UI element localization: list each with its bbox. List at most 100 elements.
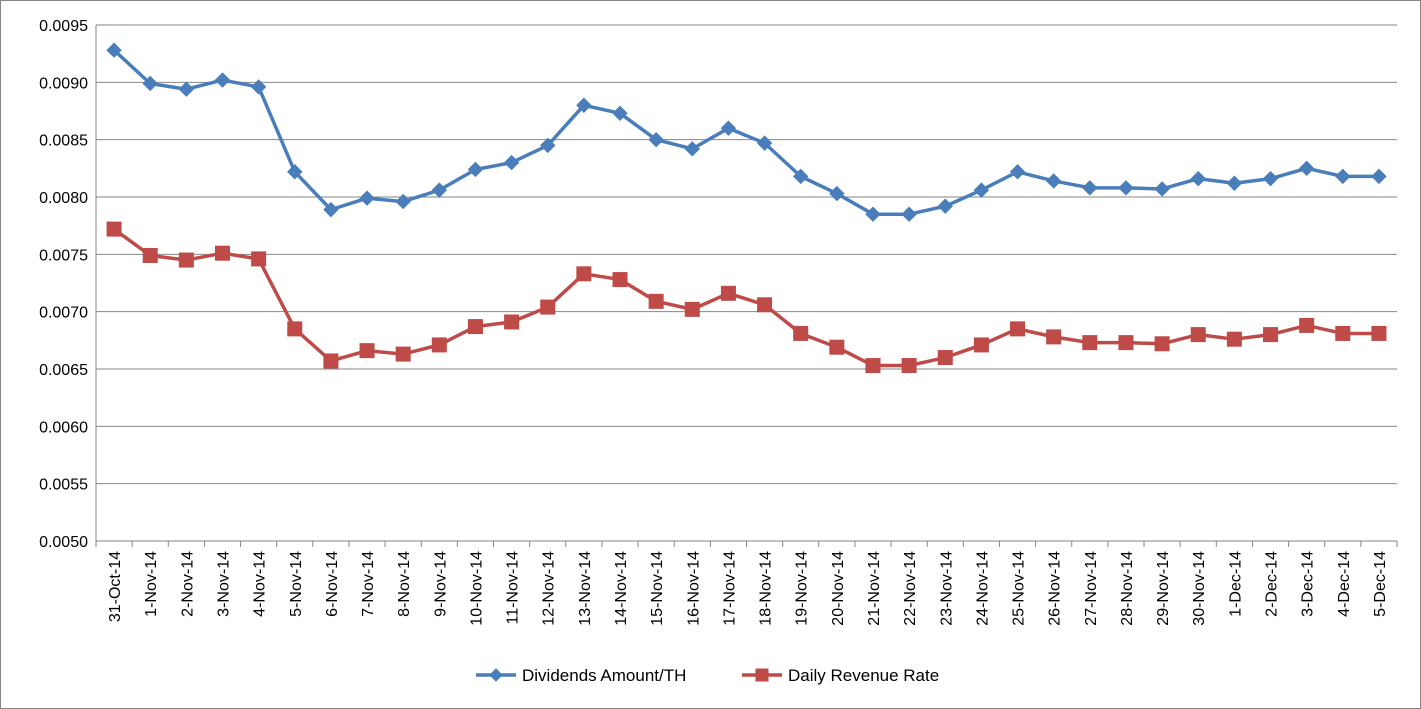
data-point: [865, 358, 881, 374]
series-0: [106, 42, 1387, 222]
data-point: [142, 75, 158, 92]
data-point: [612, 105, 628, 122]
data-point: [1371, 325, 1387, 341]
data-point: [1009, 164, 1026, 180]
data-point: [937, 350, 953, 366]
data-point: [756, 135, 773, 151]
data-point: [1118, 335, 1134, 351]
y-tick-label: 0.0090: [39, 75, 88, 92]
data-point: [178, 252, 194, 268]
data-point: [323, 353, 339, 369]
data-point: [1154, 336, 1170, 352]
x-tick-label: 15-Nov-14: [649, 551, 666, 626]
data-point: [178, 81, 195, 97]
data-point: [684, 301, 700, 317]
data-point: [793, 325, 809, 341]
data-point: [214, 245, 230, 261]
x-tick-label: 5-Dec-14: [1372, 551, 1389, 617]
x-tick-label: 11-Nov-14: [505, 551, 522, 625]
data-point: [467, 161, 484, 178]
legend: Dividends Amount/TH Daily Revenue Rate: [476, 666, 939, 685]
x-tick-label: 17-Nov-14: [721, 551, 738, 626]
x-tick-label: 4-Nov-14: [252, 551, 269, 617]
data-point: [1154, 181, 1170, 197]
data-point: [504, 314, 520, 330]
x-tick-label: 9-Nov-14: [432, 551, 449, 617]
y-tick-label: 0.0065: [39, 362, 88, 379]
data-point: [359, 190, 375, 206]
x-tick-label: 13-Nov-14: [577, 551, 594, 626]
x-tick-label: 18-Nov-14: [758, 551, 775, 626]
data-point: [287, 164, 303, 180]
y-tick-label: 0.0060: [39, 419, 88, 436]
data-point: [576, 97, 592, 113]
x-tick-label: 31-Oct-14: [107, 551, 124, 622]
x-tick-label: 14-Nov-14: [613, 551, 630, 626]
data-point: [106, 221, 122, 237]
series-group: [106, 42, 1387, 374]
x-tick-label: 27-Nov-14: [1083, 551, 1100, 626]
data-point: [250, 79, 267, 95]
x-tick-label: 10-Nov-14: [468, 551, 485, 626]
legend-item: Dividends Amount/TH: [476, 666, 686, 685]
data-point: [648, 293, 664, 309]
series-line: [113, 227, 1379, 368]
data-point: [1082, 335, 1098, 351]
gridlines: [96, 24, 1397, 542]
data-point: [540, 299, 556, 315]
data-point: [576, 266, 592, 282]
data-point: [1118, 180, 1134, 196]
data-point: [1226, 331, 1242, 347]
data-point: [1010, 321, 1026, 337]
x-tick-label: 2-Dec-14: [1264, 551, 1281, 617]
data-point: [1371, 168, 1387, 185]
data-point: [1299, 317, 1315, 333]
x-tick-label: 23-Nov-14: [938, 551, 955, 626]
data-point: [287, 321, 303, 337]
data-point: [973, 337, 989, 353]
data-point: [901, 206, 917, 222]
data-point: [1298, 160, 1315, 177]
y-tick-label: 0.0070: [39, 305, 88, 322]
x-tick-label: 21-Nov-14: [866, 551, 883, 626]
data-point: [1263, 327, 1279, 343]
series-1: [106, 221, 1387, 374]
x-tick-label: 16-Nov-14: [685, 551, 702, 626]
y-tick-label: 0.0050: [39, 534, 88, 551]
data-point: [142, 247, 158, 263]
x-tick-label: 20-Nov-14: [830, 551, 847, 626]
x-tick-label: 26-Nov-14: [1047, 551, 1064, 626]
data-point: [720, 120, 737, 136]
x-tick-label: 29-Nov-14: [1155, 551, 1172, 626]
x-axis: 31-Oct-14 1-Nov-14 2-Nov-14 3-Nov-14 4-Nov-1…: [95, 540, 1398, 626]
data-point: [251, 251, 267, 267]
data-point: [431, 182, 448, 198]
data-point: [648, 131, 664, 148]
data-point: [467, 319, 483, 335]
x-tick-label: 1-Nov-14: [143, 551, 160, 617]
data-point: [359, 343, 375, 359]
series-line: [112, 48, 1379, 216]
legend-item: Daily Revenue Rate: [742, 666, 939, 685]
x-tick-label: 8-Nov-14: [396, 551, 413, 617]
data-point: [829, 339, 845, 355]
x-tick-label: 30-Nov-14: [1191, 551, 1208, 626]
legend-swatch-marker: [489, 668, 503, 682]
data-point: [323, 201, 339, 218]
data-point: [395, 346, 411, 362]
legend-swatch-marker: [755, 668, 769, 682]
legend-label: Dividends Amount/TH: [522, 666, 686, 685]
data-point: [1045, 173, 1062, 189]
data-point: [106, 42, 122, 58]
x-tick-label: 19-Nov-14: [794, 551, 811, 626]
x-tick-label: 25-Nov-14: [1011, 551, 1028, 626]
x-tick-label: 24-Nov-14: [974, 551, 991, 626]
x-tick-label: 22-Nov-14: [902, 551, 919, 626]
data-point: [1046, 329, 1062, 345]
y-tick-label: 0.0095: [39, 18, 88, 35]
data-point: [1226, 175, 1243, 191]
x-tick-label: 12-Nov-14: [541, 551, 558, 626]
data-point: [684, 141, 700, 157]
